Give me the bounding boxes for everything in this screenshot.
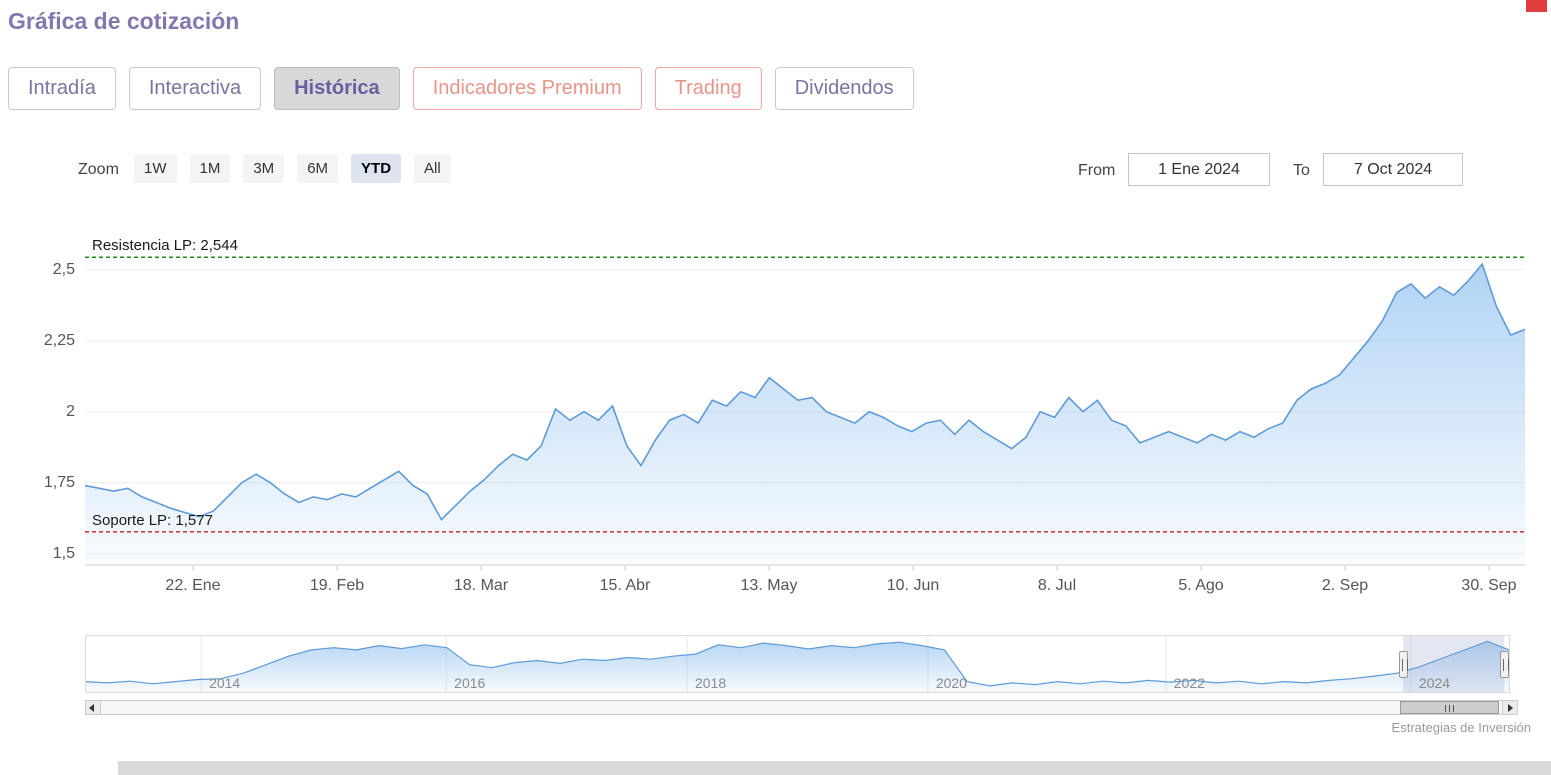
navigator-year-label: 2020 — [935, 675, 967, 691]
x-axis-label: 10. Jun — [886, 577, 940, 594]
navigator-year-label: 2016 — [454, 675, 486, 691]
navigator-year-label: 2018 — [694, 675, 727, 691]
tab-interactiva[interactable]: Interactiva — [128, 67, 262, 110]
x-axis-label: 8. Jul — [1037, 577, 1077, 594]
resistance-label: Resistencia LP: 2,544 — [92, 237, 238, 255]
y-axis-label: 2,25 — [43, 331, 75, 349]
browser-chrome-fragment — [1526, 0, 1547, 12]
navigator-chart[interactable] — [85, 635, 1510, 693]
price-area-chart[interactable] — [85, 230, 1525, 573]
zoom-button-all[interactable]: All — [414, 154, 451, 183]
scrollbar-grip-icon — [1444, 705, 1455, 712]
x-axis-label: 22. Ene — [165, 577, 221, 594]
zoom-button-6m[interactable]: 6M — [297, 154, 339, 183]
zoom-label: Zoom — [78, 161, 119, 178]
x-axis-label: 2. Sep — [1321, 577, 1369, 594]
to-date-input[interactable] — [1323, 153, 1463, 186]
navigator-year-label: 2022 — [1173, 675, 1205, 691]
navigator-year-label: 2014 — [209, 675, 241, 691]
x-axis-label: 18. Mar — [453, 577, 509, 594]
footer-band — [118, 761, 1551, 775]
zoom-button-ytd[interactable]: YTD — [351, 154, 402, 183]
navigator-scrollbar[interactable] — [85, 700, 1518, 715]
scrollbar-left-arrow-icon[interactable] — [86, 701, 101, 714]
zoom-button-1w[interactable]: 1W — [134, 154, 177, 183]
navigator-right-handle[interactable] — [1499, 650, 1509, 678]
scrollbar-right-arrow-icon[interactable] — [1502, 701, 1517, 714]
tab-historica[interactable]: Histórica — [274, 67, 400, 110]
navigator-left-handle[interactable] — [1398, 650, 1408, 678]
x-axis-label: 13. May — [740, 577, 798, 594]
support-label: Soporte LP: 1,577 — [92, 511, 213, 529]
tab-indicadores-premium[interactable]: Indicadores Premium — [412, 67, 642, 110]
chart-credit: Estrategias de Inversión — [1391, 720, 1531, 735]
chart-type-tabs: Intradía Interactiva Histórica Indicadores … — [8, 67, 914, 110]
y-axis-label: 1,75 — [43, 473, 75, 491]
zoom-button-3m[interactable]: 3M — [243, 154, 285, 183]
handle-grip-icon — [1401, 658, 1408, 671]
y-axis-label: 2,5 — [52, 260, 75, 278]
scrollbar-thumb[interactable] — [1399, 701, 1500, 714]
page-title: Gráfica de cotización — [8, 8, 240, 34]
from-label: From — [1078, 162, 1116, 179]
handle-grip-icon — [1502, 658, 1509, 671]
zoom-button-1m[interactable]: 1M — [189, 154, 231, 183]
tab-trading[interactable]: Trading — [654, 67, 762, 110]
tab-dividendos[interactable]: Dividendos — [774, 67, 914, 110]
x-axis-label: 30. Sep — [1461, 577, 1517, 594]
navigator-year-label: 2024 — [1418, 675, 1451, 691]
x-axis-label: 15. Abr — [599, 577, 651, 594]
x-axis-label: 5. Ago — [1178, 577, 1224, 594]
y-axis-label: 1,5 — [52, 544, 75, 562]
zoom-buttons: 1W 1M 3M 6M YTD All — [134, 154, 464, 183]
tab-intradia[interactable]: Intradía — [8, 67, 116, 110]
from-date-input[interactable] — [1128, 153, 1270, 186]
y-axis-label: 2 — [66, 402, 75, 420]
to-label: To — [1293, 162, 1310, 179]
x-axis-label: 19. Feb — [309, 577, 365, 594]
